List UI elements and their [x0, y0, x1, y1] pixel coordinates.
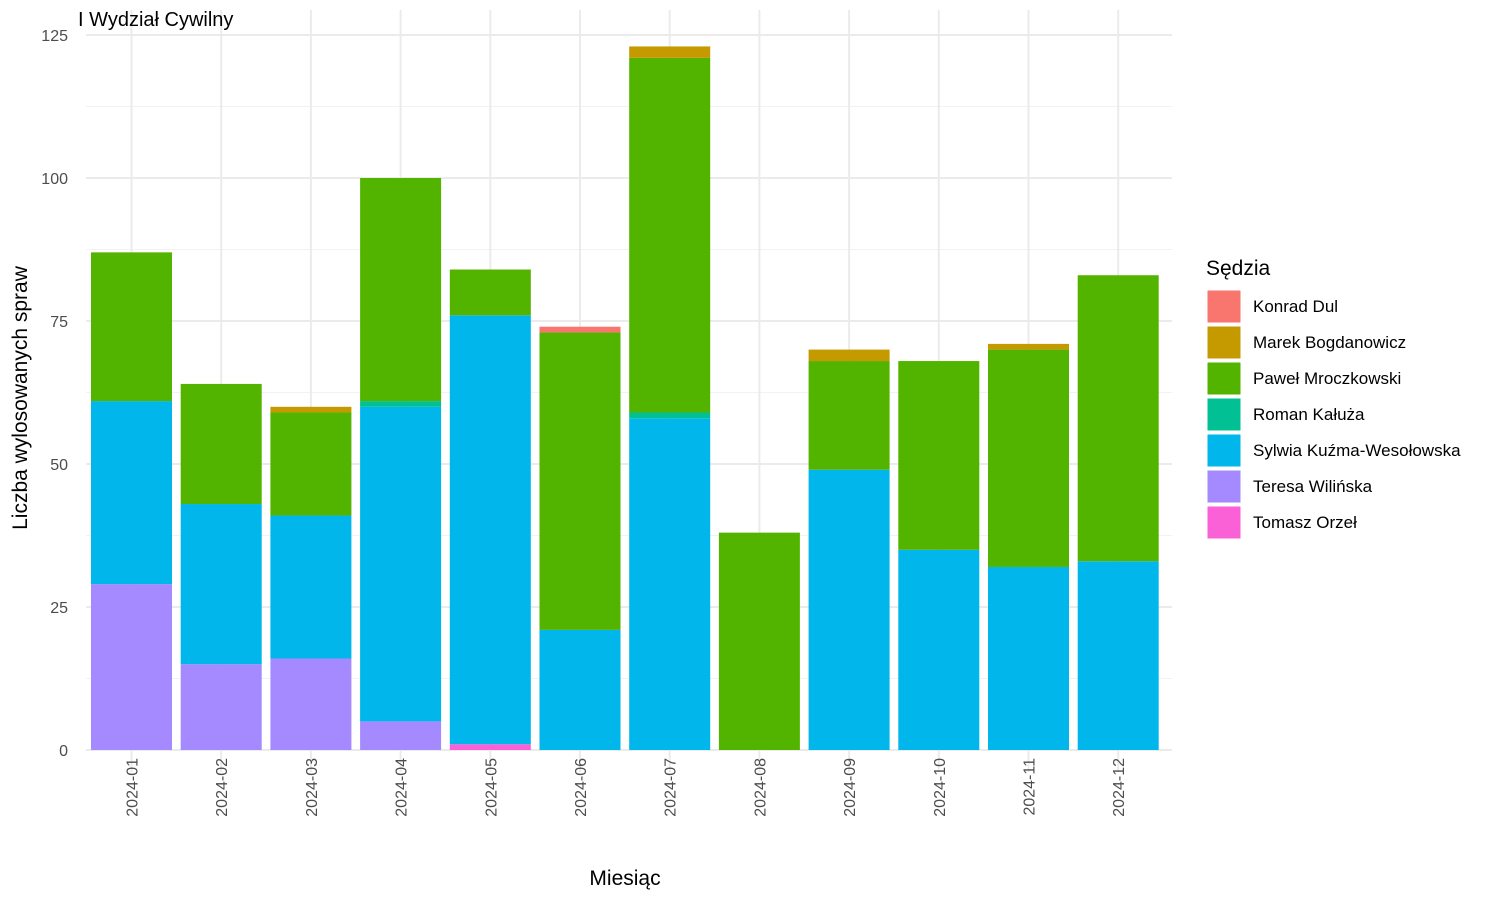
bar-segment [629, 57, 711, 413]
bar-segment [360, 721, 442, 750]
bar-segment [270, 515, 352, 659]
legend-title: Sędzia [1206, 257, 1271, 280]
legend-label: Teresa Wilińska [1253, 477, 1373, 496]
x-tick-label: 2024-12 [1111, 758, 1128, 817]
bar-segment [898, 549, 980, 750]
x-tick-label: 2024-03 [304, 758, 321, 817]
bar-segment [988, 343, 1069, 350]
x-axis-ticks: 2024-01 2024-02 2024-03 2024-04 2024-05 2024-… [125, 758, 1129, 817]
x-tick-label: 2024-02 [214, 758, 231, 817]
bar-segment [539, 332, 621, 630]
legend-key [1206, 397, 1242, 432]
y-tick-label: 125 [41, 28, 68, 45]
bar-segment [808, 469, 890, 750]
bar-segment [808, 349, 890, 362]
bar-segment [808, 361, 890, 470]
bar-segment [718, 532, 800, 750]
legend-key [1206, 325, 1242, 360]
bar-segment [360, 406, 442, 722]
y-tick-label: 75 [50, 314, 68, 331]
legend-key [1206, 505, 1242, 540]
bar-segment [449, 315, 531, 745]
bar-segment [360, 401, 442, 407]
y-axis-label: Liczba wylosowanych spraw [9, 265, 32, 530]
bar-segment [180, 383, 262, 505]
y-tick-label: 50 [50, 457, 68, 474]
bar-segment [539, 326, 621, 333]
legend-label: Sylwia Kuźma-Wesołowska [1253, 441, 1461, 460]
x-tick-label: 2024-11 [1022, 758, 1039, 816]
bar-segment [270, 658, 352, 750]
chart-title: I Wydział Cywilny [78, 9, 233, 31]
x-tick-label: 2024-04 [394, 758, 411, 817]
x-tick-label: 2024-09 [842, 758, 859, 817]
legend-label: Konrad Dul [1253, 297, 1338, 316]
bar-segment [629, 418, 711, 750]
bar-segment [988, 566, 1069, 750]
legend-key [1206, 361, 1242, 396]
x-axis-label: Miesiąc [589, 867, 660, 890]
bar-segment [449, 269, 531, 316]
bar-segment [1077, 275, 1159, 562]
bar-segment [91, 401, 172, 585]
legend-key [1206, 289, 1242, 324]
legend-key [1206, 469, 1242, 504]
bar-segment [91, 252, 172, 402]
bar-segment [180, 504, 262, 665]
legend-label: Marek Bogdanowicz [1253, 333, 1406, 352]
bar-segment [270, 406, 352, 413]
bar-segment [360, 178, 442, 402]
x-tick-label: 2024-01 [125, 758, 142, 817]
x-tick-label: 2024-10 [932, 758, 949, 817]
y-tick-label: 100 [41, 171, 68, 188]
x-tick-label: 2024-05 [483, 758, 500, 817]
legend-key [1206, 433, 1242, 468]
bar-segment [180, 664, 262, 750]
y-tick-label: 25 [50, 600, 68, 617]
bar-segment [1077, 561, 1159, 750]
legend: Sędzia Konrad Dul Marek Bogdanowicz Paweł … [1206, 257, 1461, 540]
bar-segment [270, 412, 352, 516]
legend-label: Paweł Mroczkowski [1253, 369, 1401, 388]
bar-segment [449, 744, 531, 750]
bar-segment [988, 349, 1069, 567]
x-tick-label: 2024-06 [573, 758, 590, 817]
x-tick-label: 2024-07 [663, 758, 680, 817]
bars [91, 46, 1159, 750]
bar-segment [629, 46, 711, 58]
y-tick-label: 0 [59, 743, 68, 760]
x-tick-label: 2024-08 [752, 758, 769, 817]
legend-label: Tomasz Orzeł [1253, 513, 1357, 532]
bar-segment [898, 361, 980, 550]
bar-segment [91, 584, 172, 750]
bar-segment [629, 412, 711, 419]
bar-segment [539, 629, 621, 750]
y-axis-ticks: 0 25 50 75 100 125 [41, 28, 68, 760]
legend-label: Roman Kałuża [1253, 405, 1365, 424]
